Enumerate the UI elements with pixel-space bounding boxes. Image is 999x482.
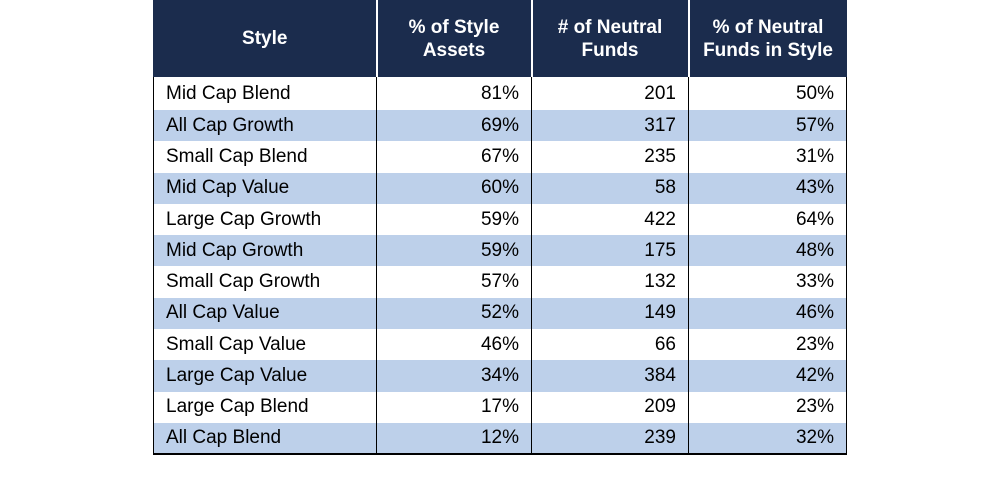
pct-style-assets-cell: 81% bbox=[376, 77, 532, 110]
pct-neutral-funds-cell: 32% bbox=[688, 422, 847, 455]
table-row: Large Cap Growth 59% 422 64% bbox=[153, 203, 847, 236]
style-table-container: Style % of Style Assets # of Neutral Fun… bbox=[153, 0, 847, 456]
table-row: All Cap Blend 12% 239 32% bbox=[153, 422, 847, 455]
pct-style-assets-cell: 17% bbox=[376, 391, 532, 423]
num-neutral-funds-cell: 317 bbox=[531, 110, 689, 142]
style-funds-table: Style % of Style Assets # of Neutral Fun… bbox=[153, 0, 847, 456]
table-row: Small Cap Blend 67% 235 31% bbox=[153, 141, 847, 173]
style-cell: Large Cap Value bbox=[153, 360, 377, 392]
pct-style-assets-cell: 52% bbox=[376, 297, 532, 330]
table-row: All Cap Growth 69% 317 57% bbox=[153, 110, 847, 142]
pct-style-assets-cell: 46% bbox=[376, 329, 532, 361]
pct-neutral-funds-cell: 57% bbox=[688, 110, 847, 142]
style-cell: Mid Cap Growth bbox=[153, 235, 377, 267]
header-style: Style bbox=[153, 0, 377, 77]
table-row: Large Cap Blend 17% 209 23% bbox=[153, 391, 847, 423]
table-row: Mid Cap Blend 81% 201 50% bbox=[153, 77, 847, 110]
table-row: Mid Cap Value 60% 58 43% bbox=[153, 172, 847, 204]
pct-neutral-funds-cell: 43% bbox=[688, 172, 847, 204]
header-pct-style-assets: % of Style Assets bbox=[375, 0, 532, 77]
pct-style-assets-cell: 67% bbox=[376, 141, 532, 173]
num-neutral-funds-cell: 149 bbox=[531, 297, 689, 330]
table-row: Small Cap Value 46% 66 23% bbox=[153, 329, 847, 361]
pct-style-assets-cell: 59% bbox=[376, 203, 532, 236]
header-pct-neutral-funds-in-style: % of Neutral Funds in Style bbox=[687, 0, 847, 77]
style-cell: Large Cap Growth bbox=[153, 203, 377, 236]
pct-neutral-funds-cell: 46% bbox=[688, 297, 847, 330]
style-cell: Large Cap Blend bbox=[153, 391, 377, 423]
pct-style-assets-cell: 57% bbox=[376, 266, 532, 298]
pct-neutral-funds-cell: 50% bbox=[688, 77, 847, 110]
style-cell: Small Cap Value bbox=[153, 329, 377, 361]
pct-neutral-funds-cell: 42% bbox=[688, 360, 847, 392]
table-row: Large Cap Value 34% 384 42% bbox=[153, 360, 847, 392]
pct-neutral-funds-cell: 31% bbox=[688, 141, 847, 173]
num-neutral-funds-cell: 132 bbox=[531, 266, 689, 298]
style-cell: All Cap Value bbox=[153, 297, 377, 330]
table-row: Small Cap Growth 57% 132 33% bbox=[153, 266, 847, 298]
num-neutral-funds-cell: 239 bbox=[531, 422, 689, 455]
pct-neutral-funds-cell: 23% bbox=[688, 329, 847, 361]
pct-style-assets-cell: 12% bbox=[376, 422, 532, 455]
num-neutral-funds-cell: 201 bbox=[531, 77, 689, 110]
header-num-neutral-funds: # of Neutral Funds bbox=[530, 0, 689, 77]
pct-neutral-funds-cell: 33% bbox=[688, 266, 847, 298]
num-neutral-funds-cell: 66 bbox=[531, 329, 689, 361]
table-body: Mid Cap Blend 81% 201 50% All Cap Growth 69% 3… bbox=[153, 77, 847, 455]
num-neutral-funds-cell: 209 bbox=[531, 391, 689, 423]
style-cell: Mid Cap Blend bbox=[153, 77, 377, 110]
num-neutral-funds-cell: 384 bbox=[531, 360, 689, 392]
num-neutral-funds-cell: 175 bbox=[531, 235, 689, 267]
pct-style-assets-cell: 60% bbox=[376, 172, 532, 204]
num-neutral-funds-cell: 58 bbox=[531, 172, 689, 204]
style-cell: All Cap Growth bbox=[153, 110, 377, 142]
pct-neutral-funds-cell: 64% bbox=[688, 203, 847, 236]
style-cell: All Cap Blend bbox=[153, 422, 377, 455]
pct-style-assets-cell: 34% bbox=[376, 360, 532, 392]
pct-neutral-funds-cell: 23% bbox=[688, 391, 847, 423]
table-row: Mid Cap Growth 59% 175 48% bbox=[153, 235, 847, 267]
pct-style-assets-cell: 69% bbox=[376, 110, 532, 142]
style-cell: Mid Cap Value bbox=[153, 172, 377, 204]
num-neutral-funds-cell: 422 bbox=[531, 203, 689, 236]
pct-style-assets-cell: 59% bbox=[376, 235, 532, 267]
style-cell: Small Cap Blend bbox=[153, 141, 377, 173]
style-cell: Small Cap Growth bbox=[153, 266, 377, 298]
table-header: Style % of Style Assets # of Neutral Fun… bbox=[153, 0, 847, 77]
header-row: Style % of Style Assets # of Neutral Fun… bbox=[153, 0, 847, 77]
pct-neutral-funds-cell: 48% bbox=[688, 235, 847, 267]
num-neutral-funds-cell: 235 bbox=[531, 141, 689, 173]
table-row: All Cap Value 52% 149 46% bbox=[153, 297, 847, 330]
